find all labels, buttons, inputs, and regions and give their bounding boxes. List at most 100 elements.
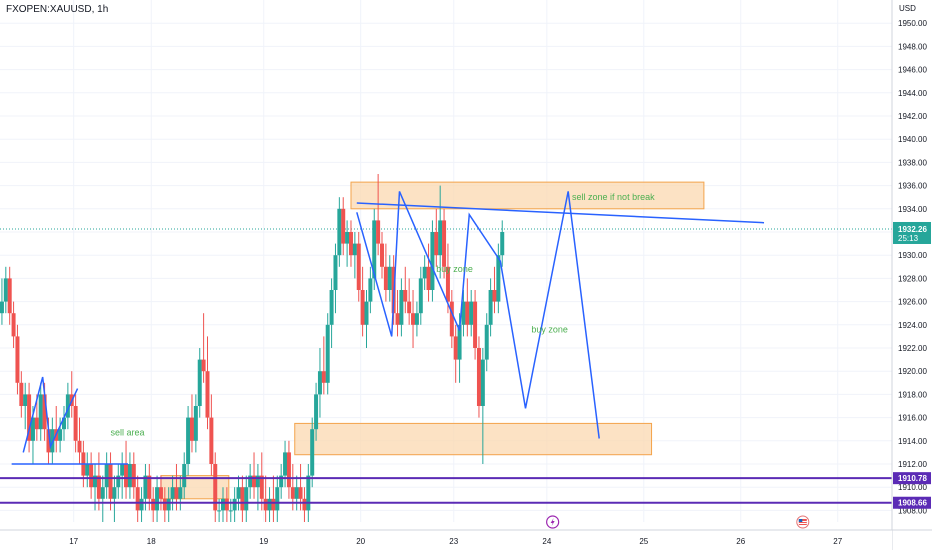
candle: [306, 464, 310, 522]
candle-body: [112, 487, 116, 499]
candle: [500, 220, 504, 266]
candle-body: [492, 290, 496, 302]
y-tick-label: 1922.00: [898, 344, 927, 353]
candle: [473, 290, 477, 360]
candle: [109, 452, 113, 510]
candle-body: [500, 232, 504, 255]
candle-body: [314, 394, 318, 429]
candle: [186, 406, 190, 476]
candle: [489, 278, 493, 336]
candle: [396, 290, 400, 336]
candle: [233, 487, 237, 522]
candle-body: [275, 487, 279, 510]
symbol-title[interactable]: FXOPEN:XAUUSD, 1h: [6, 4, 108, 15]
candle: [264, 476, 268, 522]
candle: [318, 348, 322, 418]
candle: [403, 267, 407, 313]
candle: [341, 197, 345, 255]
y-tick-label: 1916.00: [898, 414, 927, 423]
candle: [388, 255, 392, 301]
candle: [353, 232, 357, 278]
countdown-label: 25:13: [898, 234, 919, 243]
candle-body: [380, 244, 384, 267]
candle: [279, 464, 283, 499]
candle-body: [353, 244, 357, 256]
us-flag-icon: [797, 516, 809, 528]
us-flag-stripe: [799, 523, 807, 524]
y-tick-label: 1918.00: [898, 390, 927, 399]
candle: [62, 406, 66, 441]
candle: [268, 487, 272, 522]
candle-body: [132, 464, 136, 487]
candle: [302, 487, 306, 522]
current-price-label: 1932.26: [898, 225, 927, 234]
candle-body: [450, 302, 454, 337]
candle: [105, 452, 109, 498]
candle-body: [337, 209, 341, 255]
candle: [423, 255, 427, 290]
candle-body: [326, 325, 330, 383]
candle-body: [120, 464, 124, 476]
candle: [12, 302, 16, 348]
candle: [271, 476, 275, 522]
candle-body: [140, 499, 144, 511]
candle-body: [357, 244, 361, 290]
candle-body: [430, 232, 434, 290]
x-tick-label: 26: [736, 537, 745, 546]
candle-body: [174, 487, 178, 499]
candle-body: [438, 220, 442, 255]
candle-body: [4, 278, 8, 301]
candle: [384, 244, 388, 302]
candle-body: [411, 313, 415, 325]
candle: [430, 220, 434, 301]
candle: [97, 452, 101, 510]
candle-body: [8, 278, 12, 313]
candle: [27, 383, 31, 453]
x-tick-label: 19: [259, 537, 268, 546]
candle-body: [0, 302, 4, 314]
y-tick-label: 1926.00: [898, 298, 927, 307]
candle-body: [202, 360, 206, 372]
candle-body: [194, 406, 198, 441]
candle: [89, 452, 93, 498]
time-axis: [0, 530, 892, 550]
candle-body: [368, 278, 372, 301]
y-tick-label: 1938.00: [898, 158, 927, 167]
candle: [209, 394, 213, 475]
annotation-text: sell zone if not break: [572, 192, 655, 202]
candle: [120, 452, 124, 498]
level-tag-label: 1910.78: [898, 474, 927, 483]
candle-body: [233, 499, 237, 511]
candle-body: [283, 452, 287, 475]
candle-body: [419, 278, 423, 313]
candle-body: [465, 302, 469, 325]
y-tick-label: 1942.00: [898, 112, 927, 121]
candle: [450, 290, 454, 348]
candle-body: [302, 499, 306, 511]
candle-body: [361, 290, 365, 325]
candle-body: [151, 499, 155, 511]
candle-body: [229, 510, 233, 511]
candle-body: [78, 441, 82, 453]
y-tick-label: 1934.00: [898, 205, 927, 214]
candle: [252, 452, 256, 498]
candle: [136, 476, 140, 522]
candle-body: [271, 499, 275, 511]
annotation-text: buy zone: [531, 324, 568, 334]
y-tick-label: 1920.00: [898, 367, 927, 376]
candle-body: [128, 464, 132, 487]
y-tick-label: 1912.00: [898, 460, 927, 469]
candle-body: [376, 220, 380, 243]
candle-body: [481, 360, 485, 406]
candle-body: [159, 487, 163, 499]
candle: [198, 348, 202, 418]
candle: [469, 290, 473, 336]
candle-body: [217, 510, 221, 511]
candle: [427, 244, 431, 302]
candle: [411, 290, 415, 348]
lightning-icon: [547, 516, 559, 528]
candle-body: [136, 487, 140, 510]
